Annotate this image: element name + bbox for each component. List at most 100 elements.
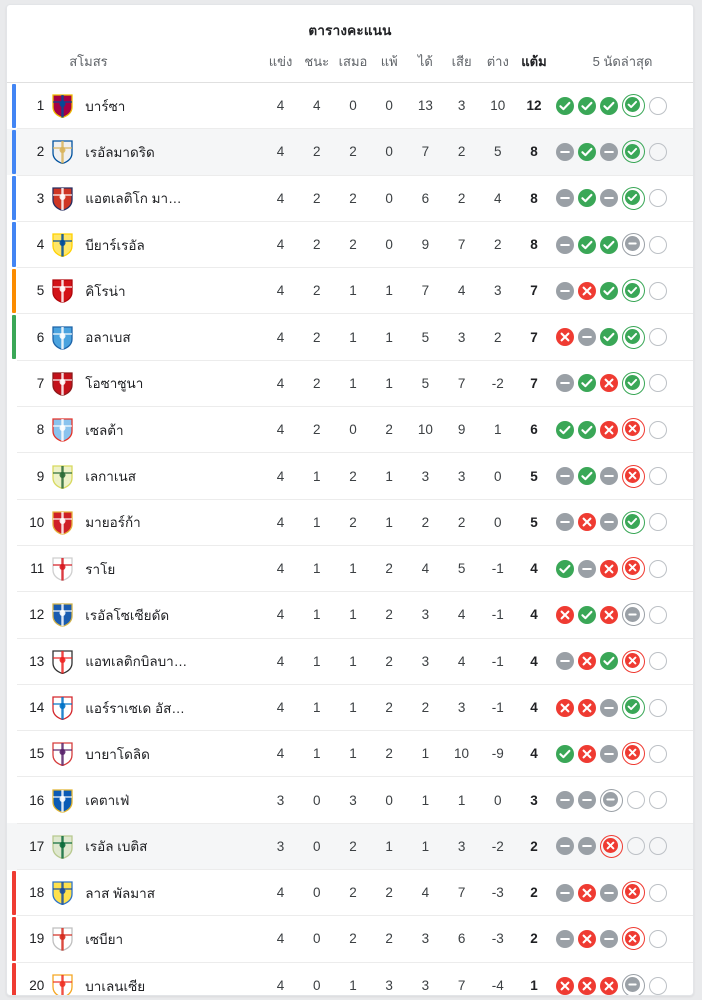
table-row[interactable]: 6 อลาเบส 4 2 1 1 5 3 2 7 <box>7 313 693 361</box>
form-draw-icon[interactable] <box>556 467 575 486</box>
form-draw-icon[interactable] <box>600 744 619 763</box>
table-row[interactable]: 7 โอซาซูนา 4 2 1 1 5 7 -2 7 <box>7 359 693 407</box>
form-win-icon[interactable] <box>600 328 619 347</box>
form-loss-latest-icon[interactable] <box>622 418 646 442</box>
table-row[interactable]: 12 เรอัลโซเซียดัด 4 1 1 2 3 4 -1 4 <box>7 591 693 639</box>
cell-club[interactable]: แอทเลติกบิลบา… <box>51 637 263 685</box>
form-loss-icon[interactable] <box>578 744 597 763</box>
cell-club[interactable]: มายอร์ก้า <box>51 498 263 546</box>
table-row[interactable]: 11 ราโย 4 1 1 2 4 5 -1 4 <box>7 544 693 592</box>
form-loss-icon[interactable] <box>600 605 619 624</box>
form-upcoming-icon[interactable] <box>649 328 668 347</box>
form-draw-icon[interactable] <box>556 652 575 671</box>
cell-club[interactable]: เซบียา <box>51 915 263 963</box>
table-row[interactable]: 15 บายาโดลิด 4 1 1 2 1 10 -9 4 <box>7 730 693 777</box>
form-upcoming-icon[interactable] <box>649 605 668 624</box>
form-draw-icon[interactable] <box>556 837 575 856</box>
table-row[interactable]: 20 บาเลนเซีย 4 0 1 3 3 7 -4 1 <box>7 961 693 995</box>
form-loss-latest-icon[interactable] <box>600 834 624 858</box>
form-draw-icon[interactable] <box>556 374 575 393</box>
form-win-latest-icon[interactable] <box>622 371 646 395</box>
form-loss-icon[interactable] <box>556 976 575 995</box>
form-win-icon[interactable] <box>578 96 597 115</box>
form-loss-icon[interactable] <box>600 559 619 578</box>
form-win-latest-icon[interactable] <box>622 140 646 164</box>
table-row[interactable]: 5 คิโรน่า 4 2 1 1 7 4 3 7 <box>7 267 693 314</box>
table-row[interactable]: 3 แอตเลติโก มา… 4 2 2 0 6 2 4 8 <box>7 174 693 222</box>
form-win-latest-icon[interactable] <box>622 186 646 210</box>
form-win-icon[interactable] <box>556 96 575 115</box>
table-row[interactable]: 14 แอร์ราเซเด อัส… 4 1 1 2 2 3 -1 4 <box>7 683 693 731</box>
form-upcoming-icon[interactable] <box>649 837 668 856</box>
form-win-icon[interactable] <box>578 420 597 439</box>
cell-club[interactable]: เคตาเฟ่ <box>51 776 263 824</box>
form-upcoming-icon[interactable] <box>627 837 646 856</box>
table-row[interactable]: 1 บาร์ซา 4 4 0 0 13 3 10 12 <box>7 81 693 129</box>
form-draw-icon[interactable] <box>600 467 619 486</box>
form-loss-latest-icon[interactable] <box>622 464 646 488</box>
form-win-icon[interactable] <box>600 281 619 300</box>
form-draw-icon[interactable] <box>578 328 597 347</box>
form-upcoming-icon[interactable] <box>649 744 668 763</box>
form-win-icon[interactable] <box>600 235 619 254</box>
cell-club[interactable]: บายาโดลิด <box>51 730 263 777</box>
cell-club[interactable]: เรอัล เบติส <box>51 822 263 870</box>
form-upcoming-icon[interactable] <box>649 235 668 254</box>
form-upcoming-icon[interactable] <box>649 467 668 486</box>
form-upcoming-icon[interactable] <box>649 698 668 717</box>
form-loss-icon[interactable] <box>600 420 619 439</box>
form-win-latest-icon[interactable] <box>622 510 646 534</box>
form-upcoming-icon[interactable] <box>627 791 646 810</box>
cell-club[interactable]: คิโรน่า <box>51 267 263 314</box>
table-row[interactable]: 8 เซลต้า 4 2 0 2 10 9 1 6 <box>7 406 693 453</box>
cell-club[interactable]: เรอัลโซเซียดัด <box>51 591 263 639</box>
form-draw-icon[interactable] <box>600 189 619 208</box>
cell-club[interactable]: แอร์ราเซเด อัส… <box>51 683 263 731</box>
table-row[interactable]: 4 บียาร์เรอัล 4 2 2 0 9 7 2 8 <box>7 220 693 268</box>
form-draw-icon[interactable] <box>578 791 597 810</box>
form-draw-icon[interactable] <box>556 791 575 810</box>
form-win-icon[interactable] <box>578 467 597 486</box>
cell-club[interactable]: บียาร์เรอัล <box>51 220 263 268</box>
form-loss-latest-icon[interactable] <box>622 881 646 905</box>
form-win-icon[interactable] <box>556 420 575 439</box>
cell-club[interactable]: เรอัลมาดริด <box>51 128 263 176</box>
form-win-latest-icon[interactable] <box>622 94 646 118</box>
form-upcoming-icon[interactable] <box>649 420 668 439</box>
form-loss-icon[interactable] <box>556 605 575 624</box>
form-loss-icon[interactable] <box>600 374 619 393</box>
form-loss-icon[interactable] <box>578 513 597 532</box>
form-win-icon[interactable] <box>578 142 597 161</box>
form-win-latest-icon[interactable] <box>622 279 646 303</box>
form-draw-icon[interactable] <box>556 189 575 208</box>
form-loss-icon[interactable] <box>578 652 597 671</box>
form-upcoming-icon[interactable] <box>649 513 668 532</box>
cell-club[interactable]: แอตเลติโก มา… <box>51 174 263 222</box>
form-win-icon[interactable] <box>556 744 575 763</box>
form-loss-icon[interactable] <box>578 929 597 948</box>
cell-club[interactable]: ราโย <box>51 544 263 592</box>
form-draw-icon[interactable] <box>556 142 575 161</box>
form-loss-icon[interactable] <box>578 281 597 300</box>
form-loss-icon[interactable] <box>578 883 597 902</box>
form-upcoming-icon[interactable] <box>649 96 668 115</box>
form-win-icon[interactable] <box>578 374 597 393</box>
form-draw-icon[interactable] <box>600 883 619 902</box>
form-loss-icon[interactable] <box>578 976 597 995</box>
table-row[interactable]: 13 แอทเลติกบิลบา… 4 1 1 2 3 4 -1 4 <box>7 637 693 685</box>
cell-club[interactable]: บาเลนเซีย <box>51 961 263 995</box>
form-draw-icon[interactable] <box>600 513 619 532</box>
form-draw-icon[interactable] <box>578 837 597 856</box>
form-upcoming-icon[interactable] <box>649 652 668 671</box>
table-row[interactable]: 17 เรอัล เบติส 3 0 2 1 1 3 -2 2 <box>7 822 693 870</box>
form-win-latest-icon[interactable] <box>622 325 646 349</box>
form-draw-icon[interactable] <box>600 698 619 717</box>
form-draw-icon[interactable] <box>556 235 575 254</box>
form-upcoming-icon[interactable] <box>649 791 668 810</box>
form-win-latest-icon[interactable] <box>622 696 646 719</box>
form-upcoming-icon[interactable] <box>649 559 668 578</box>
form-win-icon[interactable] <box>578 189 597 208</box>
form-loss-latest-icon[interactable] <box>622 557 646 581</box>
form-loss-icon[interactable] <box>578 698 597 717</box>
cell-club[interactable]: อลาเบส <box>51 313 263 361</box>
